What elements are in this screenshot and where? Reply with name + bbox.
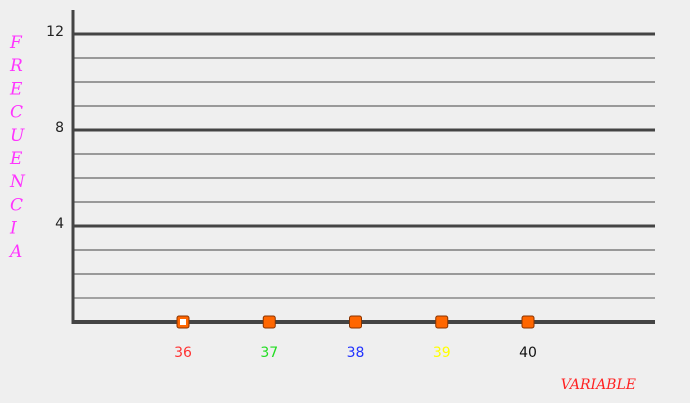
- y-axis-label-letter: I: [9, 219, 17, 239]
- x-tick-labels: 36 37 38 39 40: [174, 345, 537, 361]
- data-point: [521, 315, 535, 329]
- data-point: [349, 315, 362, 329]
- y-axis-label-letter: F: [9, 33, 23, 53]
- y-axis-label-letter: E: [9, 149, 23, 169]
- y-axis-label-letter: C: [10, 103, 23, 123]
- y-tick-label: 8: [55, 120, 64, 136]
- y-axis-label-letter: A: [8, 242, 22, 262]
- y-tick-label: 12: [46, 24, 64, 40]
- y-axis-label-letter: E: [9, 79, 23, 99]
- data-point-highlight: [180, 319, 186, 325]
- grid-lines: [73, 32, 655, 299]
- axes: [71, 10, 655, 324]
- data-point: [435, 315, 449, 329]
- y-tick-labels: 4 8 12: [46, 24, 64, 232]
- y-tick-label: 4: [55, 216, 64, 232]
- x-tick-label: 36: [174, 345, 192, 361]
- data-points: [176, 315, 535, 329]
- x-axis-label: VARIABLE: [561, 377, 636, 393]
- y-axis-label-letter: N: [9, 172, 26, 192]
- y-axis-label-letter: R: [9, 56, 23, 76]
- x-tick-label: 40: [519, 345, 537, 361]
- y-axis-label-letter: U: [10, 126, 25, 146]
- x-tick-label: 39: [433, 345, 451, 361]
- y-axis-label-letter: C: [10, 195, 23, 215]
- x-tick-label: 38: [347, 345, 365, 361]
- x-tick-label: 37: [260, 345, 278, 361]
- data-point: [262, 315, 276, 329]
